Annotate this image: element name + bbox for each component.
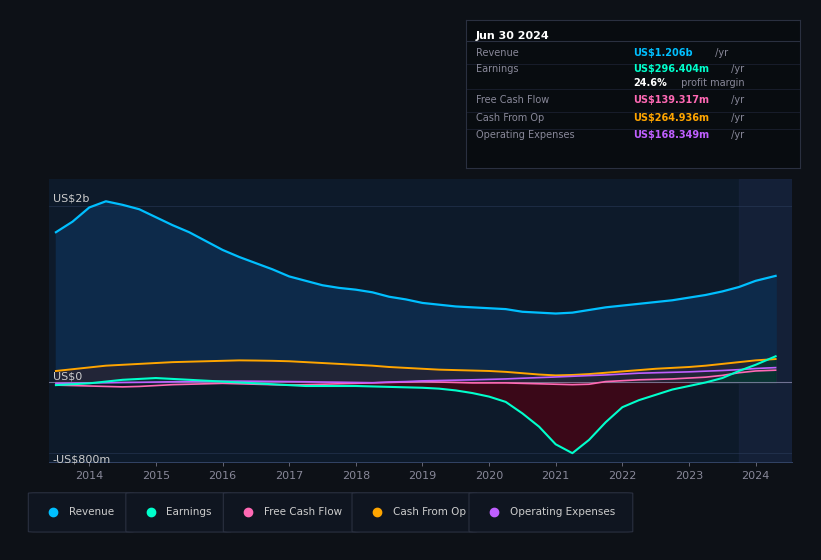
Text: /yr: /yr	[728, 64, 745, 74]
Text: US$296.404m: US$296.404m	[633, 64, 709, 74]
Text: /yr: /yr	[728, 129, 745, 139]
FancyBboxPatch shape	[29, 493, 134, 532]
Text: Cash From Op: Cash From Op	[475, 113, 544, 123]
Text: Earnings: Earnings	[167, 507, 212, 517]
Text: /yr: /yr	[728, 113, 745, 123]
FancyBboxPatch shape	[352, 493, 477, 532]
Text: US$2b: US$2b	[53, 193, 89, 203]
Text: US$139.317m: US$139.317m	[633, 95, 709, 105]
Text: Free Cash Flow: Free Cash Flow	[264, 507, 342, 517]
Text: profit margin: profit margin	[678, 78, 745, 88]
Text: US$1.206b: US$1.206b	[633, 48, 693, 58]
Text: Earnings: Earnings	[475, 64, 518, 74]
Text: Revenue: Revenue	[69, 507, 114, 517]
Bar	[739, 179, 792, 462]
FancyBboxPatch shape	[126, 493, 232, 532]
Text: 24.6%: 24.6%	[633, 78, 667, 88]
Text: Operating Expenses: Operating Expenses	[475, 129, 574, 139]
Text: US$168.349m: US$168.349m	[633, 129, 709, 139]
Text: /yr: /yr	[712, 48, 728, 58]
Text: Revenue: Revenue	[475, 48, 518, 58]
Text: Cash From Op: Cash From Op	[392, 507, 466, 517]
FancyBboxPatch shape	[469, 493, 633, 532]
Text: US$0: US$0	[53, 372, 82, 381]
FancyBboxPatch shape	[223, 493, 360, 532]
Text: Free Cash Flow: Free Cash Flow	[475, 95, 548, 105]
Text: US$264.936m: US$264.936m	[633, 113, 709, 123]
Text: Operating Expenses: Operating Expenses	[510, 507, 615, 517]
Text: /yr: /yr	[728, 95, 745, 105]
Text: -US$800m: -US$800m	[53, 455, 111, 465]
Text: Jun 30 2024: Jun 30 2024	[475, 31, 549, 41]
